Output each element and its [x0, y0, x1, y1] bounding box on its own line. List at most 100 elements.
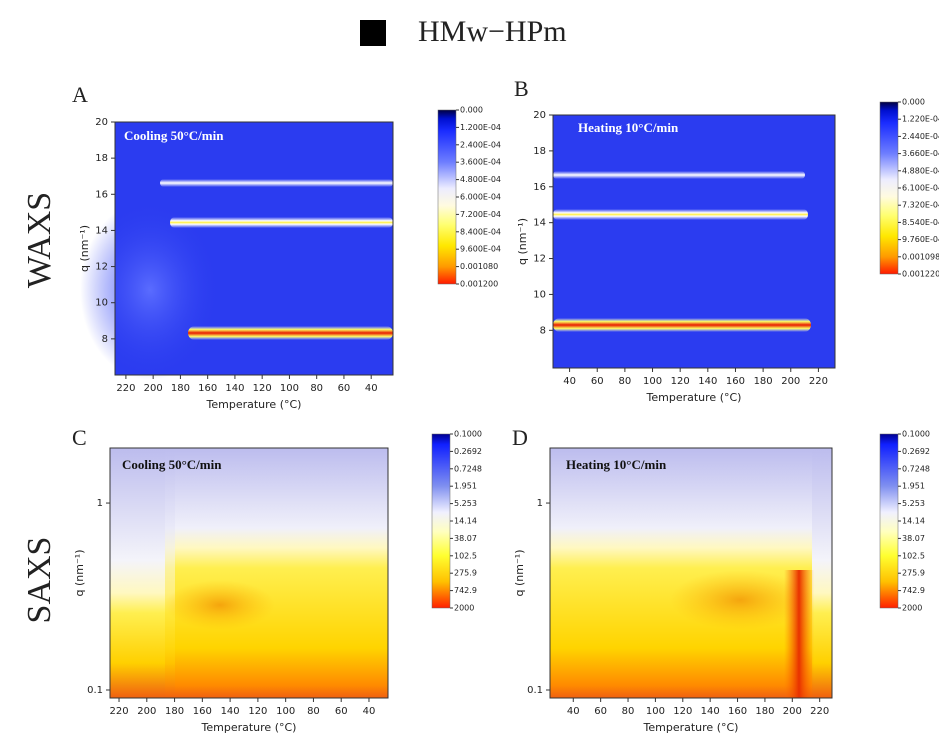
colorbar-tick-label: 1.220E-04: [902, 115, 939, 124]
x-tick-label: 140: [221, 706, 240, 717]
y-axis-label: q (nm⁻¹): [516, 218, 529, 265]
colorbar-tick-label: 38.07: [902, 534, 925, 543]
annotation: Cooling 50°C/min: [124, 128, 224, 143]
y-tick-label: 18: [533, 146, 546, 157]
x-tick-label: 80: [622, 706, 635, 717]
colorbar-tick-label: 275.9: [902, 569, 925, 578]
colorbar-tick-label: 7.320E-04: [902, 201, 939, 210]
colorbar-tick-label: 102.5: [902, 551, 925, 560]
x-tick-label: 220: [809, 376, 828, 387]
y-tick-label: 14: [533, 218, 546, 229]
colorbar-tick-label: 8.400E-04: [460, 227, 501, 236]
colorbar-tick-label: 102.5: [454, 551, 477, 560]
y-tick-label: 12: [533, 254, 546, 265]
panel-label: C: [72, 425, 87, 450]
colorbar: [879, 433, 899, 609]
x-tick-label: 200: [144, 383, 163, 394]
colorbar-tick-label: 9.760E-04: [902, 235, 939, 244]
x-tick-label: 120: [253, 383, 272, 394]
colorbar-tick-label: 4.800E-04: [460, 175, 501, 184]
colorbar-tick-label: 2.400E-04: [460, 140, 501, 149]
colorbar-tick-label: 2.440E-04: [902, 132, 939, 141]
colorbar-tick-label: 1.200E-04: [460, 123, 501, 132]
colorbar-tick-label: 0.7248: [454, 464, 482, 473]
y-tick-label: 14: [95, 225, 108, 236]
plot-frame: [109, 447, 389, 699]
y-tick-label: 10: [95, 298, 108, 309]
y-tick-label: 8: [102, 334, 108, 345]
colorbar: [431, 433, 451, 609]
x-tick-label: 120: [671, 376, 690, 387]
x-tick-label: 40: [567, 706, 580, 717]
y-tick-label: 0.1: [87, 685, 103, 696]
colorbar-tick-label: 2000: [902, 604, 922, 613]
y-axis-label: q (nm⁻¹): [513, 550, 526, 597]
x-tick-label: 60: [591, 376, 604, 387]
colorbar-tick-label: 3.600E-04: [460, 158, 501, 167]
panel-label: A: [72, 82, 88, 107]
heatmap-c: [110, 448, 388, 698]
annotation: Heating 10°C/min: [566, 457, 667, 472]
x-tick-label: 100: [280, 383, 299, 394]
x-tick-label: 80: [307, 706, 320, 717]
y-tick-label: 8: [540, 325, 546, 336]
colorbar-tick-label: 4.880E-04: [902, 166, 939, 175]
colorbar-tick-label: 0.1000: [454, 430, 482, 439]
plot-frame: [549, 447, 833, 699]
x-tick-label: 40: [365, 383, 378, 394]
x-tick-label: 180: [754, 376, 773, 387]
x-tick-label: 120: [673, 706, 692, 717]
x-tick-label: 140: [225, 383, 244, 394]
x-axis-label: Temperature (°C): [646, 391, 742, 404]
plot-frame: [552, 114, 836, 369]
colorbar-tick-label: 3.660E-04: [902, 149, 939, 158]
y-tick-label: 0.1: [527, 685, 543, 696]
x-tick-label: 160: [198, 383, 217, 394]
colorbar-tick-label: 0.001098: [902, 252, 939, 261]
annotation: Heating 10°C/min: [578, 120, 679, 135]
heatmap-a: [80, 122, 393, 380]
x-tick-label: 120: [248, 706, 267, 717]
y-tick-label: 10: [533, 289, 546, 300]
x-tick-label: 200: [783, 706, 802, 717]
colorbar-tick-label: 1.951: [902, 482, 925, 491]
annotation: Cooling 50°C/min: [122, 457, 222, 472]
heatmap-d: [550, 448, 832, 698]
x-tick-label: 80: [310, 383, 323, 394]
x-tick-label: 100: [276, 706, 295, 717]
colorbar-tick-label: 2000: [454, 604, 474, 613]
panel-label: B: [514, 76, 529, 101]
y-tick-label: 16: [95, 189, 108, 200]
legend-label: HMw−HPm: [418, 15, 567, 48]
colorbar-tick-label: 8.540E-04: [902, 218, 939, 227]
colorbar-tick-label: 742.9: [902, 586, 925, 595]
y-tick-label: 12: [95, 262, 108, 273]
colorbar: [437, 109, 457, 285]
x-axis-label: Temperature (°C): [201, 721, 297, 734]
x-tick-label: 60: [338, 383, 351, 394]
colorbar-tick-label: 0.000: [902, 98, 925, 107]
colorbar-tick-label: 38.07: [454, 534, 477, 543]
colorbar-tick-label: 275.9: [454, 569, 477, 578]
colorbar-tick-label: 0.001220: [902, 270, 939, 279]
colorbar-tick-label: 742.9: [454, 586, 477, 595]
x-tick-label: 160: [193, 706, 212, 717]
x-axis-label: Temperature (°C): [643, 721, 739, 734]
colorbar-tick-label: 0.7248: [902, 464, 930, 473]
colorbar: [879, 101, 899, 275]
x-tick-label: 180: [165, 706, 184, 717]
x-tick-label: 160: [728, 706, 747, 717]
x-tick-label: 40: [363, 706, 376, 717]
legend-swatch: [360, 20, 386, 46]
x-tick-label: 180: [755, 706, 774, 717]
y-tick-label: 20: [95, 117, 108, 128]
row-label: WAXS: [21, 192, 58, 288]
colorbar-tick-label: 0.1000: [902, 430, 930, 439]
y-tick-label: 18: [95, 153, 108, 164]
row-label: SAXS: [21, 537, 58, 624]
colorbar-tick-label: 0.001080: [460, 262, 498, 271]
y-axis-label: q (nm⁻¹): [78, 225, 91, 272]
panel-label: D: [512, 425, 528, 450]
colorbar-tick-label: 0.000: [460, 106, 483, 115]
